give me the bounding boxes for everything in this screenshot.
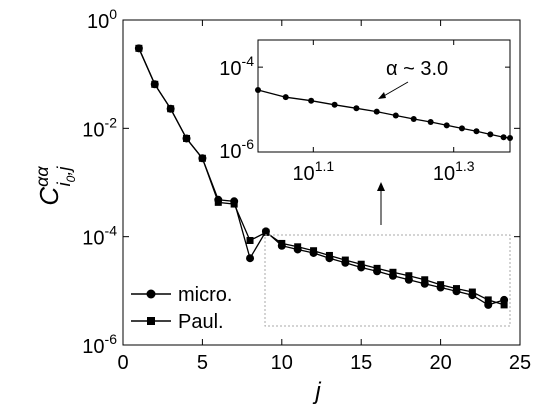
data-point-square	[373, 264, 381, 272]
inset-data-point	[255, 87, 261, 94]
y-tick-label: 10-6	[82, 331, 117, 358]
main-plot-frame	[122, 19, 521, 346]
y-tick-label: 10-2	[82, 114, 117, 141]
data-point-square	[167, 105, 175, 113]
inset-series	[255, 87, 513, 142]
inset-data-point	[331, 101, 338, 108]
data-point-square	[341, 256, 349, 264]
inset-data-point	[282, 94, 289, 101]
data-point-square	[198, 154, 206, 162]
data-point-square	[278, 239, 286, 247]
data-point-square	[230, 200, 238, 208]
inset-x-ticks: 101.1 101.3	[292, 40, 475, 185]
legend-marker-circle	[146, 289, 156, 299]
inset-data-point	[443, 122, 450, 129]
x-tick-label: 20	[429, 352, 451, 374]
data-point-square	[437, 281, 445, 289]
zoom-arrow-head	[377, 182, 385, 191]
legend-marker-square	[147, 317, 155, 325]
inset-data-point	[308, 97, 315, 104]
main-x-ticks: 0 5 10 15 20 25	[117, 20, 531, 374]
inset-x-tick-label: 101.3	[433, 158, 475, 185]
inset-data-point	[500, 134, 507, 141]
x-tick-label: 10	[271, 352, 293, 374]
y-label-subsub: 0	[64, 175, 78, 182]
inset-data-point	[353, 105, 360, 112]
x-tick-label: 0	[117, 352, 128, 374]
inset-data-point	[392, 112, 399, 119]
inset-data-point	[473, 128, 480, 135]
data-point-square	[405, 272, 413, 280]
data-point-square	[468, 288, 476, 296]
inset-data-point	[427, 118, 434, 125]
y-axis-label: Cαα i0,j	[32, 166, 78, 206]
inset-data-point	[507, 135, 513, 142]
y-label-sub2: ,j	[54, 166, 74, 176]
inset-frame	[257, 39, 511, 153]
data-point-square	[357, 260, 365, 268]
data-point-square	[151, 80, 159, 88]
x-tick-label: 15	[350, 352, 372, 374]
inset-data-point	[410, 115, 417, 122]
legend: micro. Paul.	[131, 284, 232, 333]
data-point-square	[310, 247, 318, 255]
data-point-square	[500, 301, 508, 309]
y-label-sub: i	[54, 181, 74, 186]
data-point-square	[246, 236, 254, 244]
data-point-circle	[246, 254, 255, 263]
inset-data-point	[373, 108, 380, 115]
data-point-square	[421, 276, 429, 284]
data-point-square	[294, 243, 302, 251]
data-point-square	[262, 228, 270, 236]
inset-annotation-arrow	[381, 81, 409, 98]
inset-annotation-arrow-head	[378, 92, 386, 99]
zoom-region-box	[264, 234, 511, 327]
x-axis-label: j	[312, 378, 321, 405]
x-tick-label: 25	[509, 352, 531, 374]
y-label-base: C	[34, 187, 64, 206]
x-tick-label: 5	[197, 352, 208, 374]
inset-y-tick-label: 10-6	[219, 136, 254, 163]
inset-data-point	[487, 131, 494, 138]
inset-y-ticks: 10-4 10-6	[219, 53, 510, 163]
y-label-sup: αα	[32, 166, 52, 187]
data-point-square	[452, 285, 460, 293]
data-point-square	[484, 296, 492, 304]
data-point-square	[389, 268, 397, 276]
inset-y-tick-label: 10-4	[219, 53, 254, 80]
legend-label-paul: Paul.	[178, 311, 224, 333]
inset-annotation: α ~ 3.0	[386, 58, 448, 80]
data-point-square	[135, 44, 143, 52]
data-point-square	[183, 134, 191, 142]
inset-data-point	[458, 125, 465, 132]
y-tick-label: 10-4	[82, 223, 117, 250]
data-point-square	[325, 251, 333, 259]
inset-x-tick-label: 101.1	[292, 158, 334, 185]
main-series	[134, 44, 509, 309]
legend-label-micro: micro.	[178, 284, 232, 306]
y-tick-label: 100	[87, 6, 117, 33]
data-point-square	[214, 198, 222, 206]
main-y-ticks: 100 10-2 10-4 10-6	[82, 6, 520, 358]
